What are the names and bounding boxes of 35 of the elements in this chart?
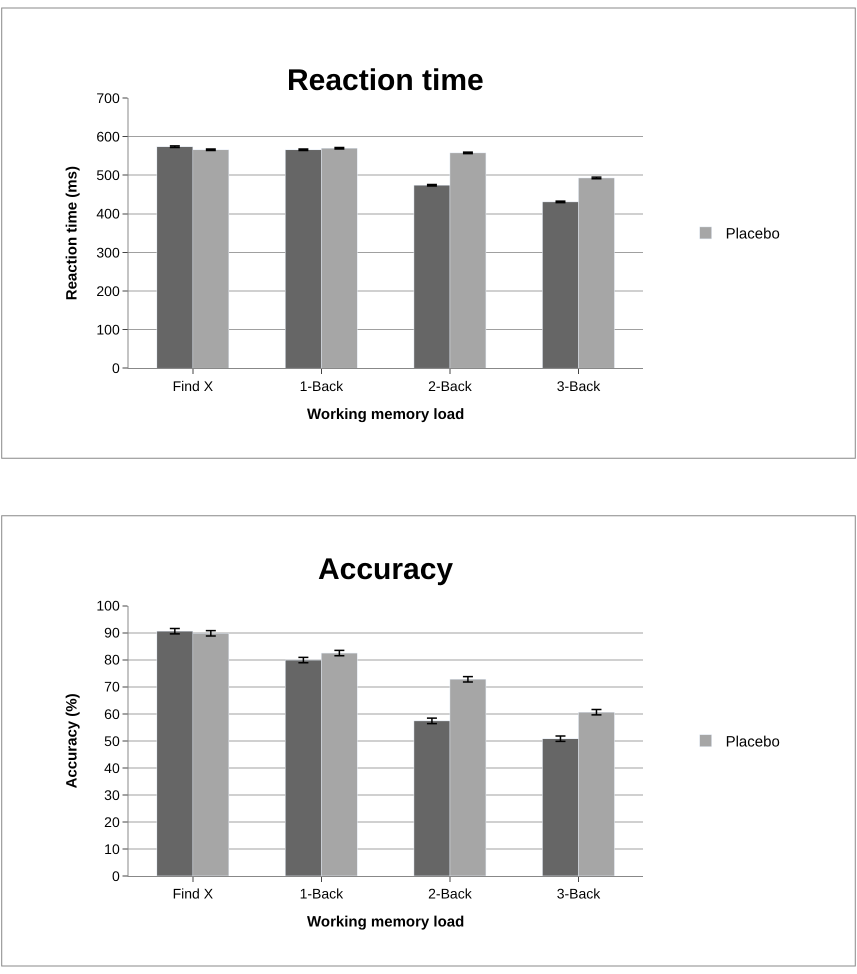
x-axis-title: Working memory load xyxy=(307,914,464,931)
y-tick-label: 40 xyxy=(104,760,120,776)
x-tick-label: 2-Back xyxy=(428,378,473,394)
x-tick-label: 1-Back xyxy=(300,886,344,902)
y-tick-label: 60 xyxy=(104,706,120,722)
x-tick-label: Find X xyxy=(172,378,214,394)
legend-label: Placebo xyxy=(726,226,780,243)
y-tick-label: 80 xyxy=(104,652,120,668)
y-axis-title: Accuracy (%) xyxy=(64,693,81,788)
x-tick-label: 2-Back xyxy=(428,886,473,902)
x-tick-label: 3-Back xyxy=(556,886,602,902)
legend-label: Placebo xyxy=(726,733,780,750)
y-tick-label: 300 xyxy=(96,244,120,260)
y-axis-title: Reaction time (ms) xyxy=(64,166,81,300)
y-tick-label: 600 xyxy=(96,128,120,145)
x-tick-label: 3-Back xyxy=(556,378,602,394)
x-tick-label: Find X xyxy=(172,886,214,902)
y-tick-label: 500 xyxy=(96,167,120,184)
y-tick-label: 70 xyxy=(104,678,120,695)
y-tick-label: 30 xyxy=(104,786,120,803)
y-tick-label: 700 xyxy=(96,90,120,106)
x-axis-title: Working memory load xyxy=(307,406,464,424)
y-tick-label: 90 xyxy=(104,624,120,641)
y-tick-label: 100 xyxy=(96,322,120,338)
y-tick-label: 200 xyxy=(96,282,120,299)
y-tick-label: 100 xyxy=(96,598,120,614)
y-tick-label: 400 xyxy=(96,206,120,222)
chart-title: Reaction time xyxy=(287,64,484,97)
chart-title: Accuracy xyxy=(318,553,454,586)
y-tick-label: 0 xyxy=(112,360,120,376)
x-tick-label: 1-Back xyxy=(300,378,344,394)
y-tick-label: 0 xyxy=(112,868,120,884)
y-tick-label: 10 xyxy=(104,840,120,857)
y-tick-label: 20 xyxy=(104,814,120,830)
y-tick-label: 50 xyxy=(104,732,120,749)
